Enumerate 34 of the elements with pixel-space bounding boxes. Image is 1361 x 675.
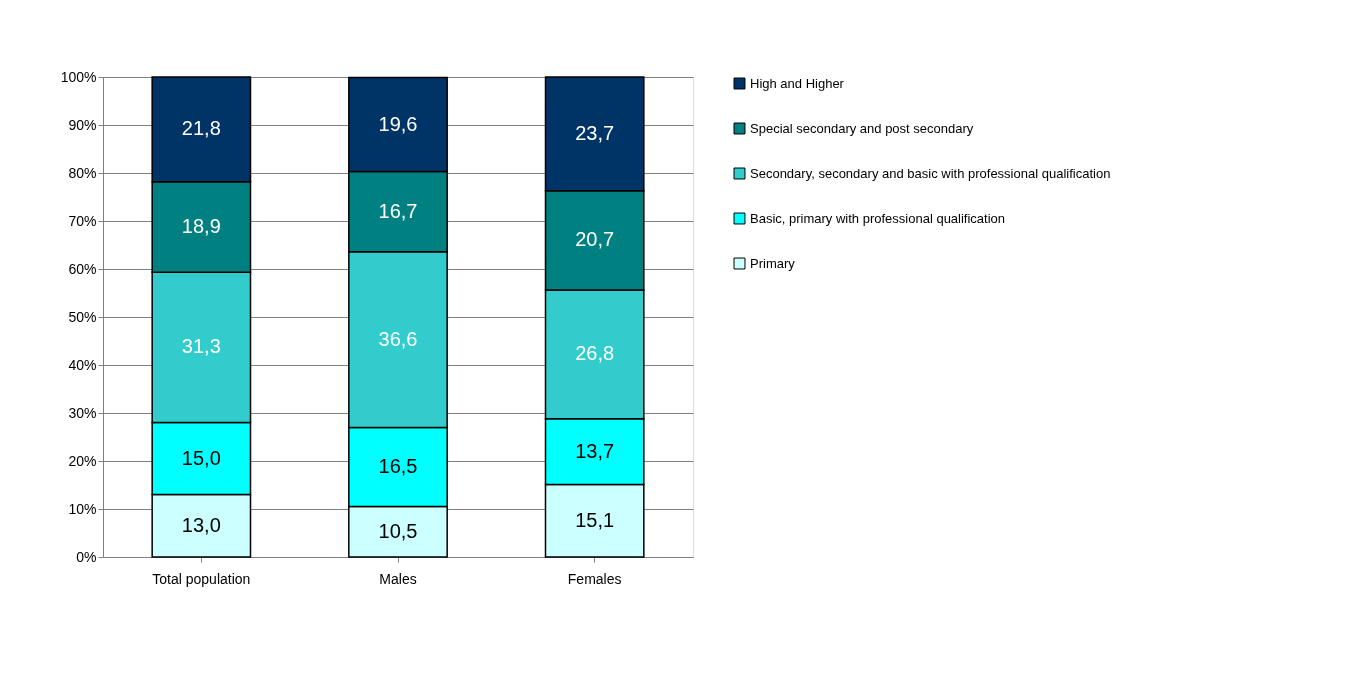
legend-label: Primary [750, 255, 796, 271]
data-label: 21,8 [181, 117, 221, 140]
data-label: 13,0 [181, 513, 221, 536]
y-tick-label: 90% [68, 116, 97, 133]
data-label: 16,5 [378, 455, 418, 477]
y-tick-label: 40% [68, 356, 97, 373]
y-tick-label: 20% [68, 452, 97, 469]
y-tick-label: 70% [68, 212, 97, 229]
y-tick-label: 80% [68, 164, 97, 181]
legend-label: High and Higher [750, 75, 845, 91]
data-label: 19,6 [378, 112, 418, 135]
y-tick-label: 60% [68, 260, 97, 277]
data-label: 10,5 [378, 519, 418, 542]
y-tick-label: 50% [68, 308, 97, 325]
x-tick-label: Total population [152, 570, 251, 587]
data-label: 16,7 [378, 199, 418, 222]
data-label: 23,7 [575, 121, 615, 144]
data-label: 20,7 [575, 228, 615, 251]
legend-label: Secondary, secondary and basic with professional qualification [750, 165, 1111, 181]
x-tick-label: Males [379, 570, 417, 587]
data-label: 18,9 [181, 215, 221, 237]
data-label: 31,3 [181, 335, 221, 358]
data-label: 13,7 [575, 439, 615, 462]
data-label: 15,1 [575, 508, 615, 531]
y-tick-label: 10% [68, 500, 97, 517]
data-label: 15,0 [181, 446, 221, 469]
data-label: 26,8 [575, 342, 615, 365]
y-tick-label: 100% [60, 68, 97, 85]
legend-label: Special secondary and post secondary [750, 120, 974, 136]
y-tick-label: 30% [68, 404, 97, 421]
x-tick-label: Females [567, 570, 622, 587]
legend-label: Basic, primary with professional qualification [750, 210, 1006, 226]
data-label: 36,6 [378, 327, 418, 350]
y-tick-label: 0% [76, 548, 97, 565]
